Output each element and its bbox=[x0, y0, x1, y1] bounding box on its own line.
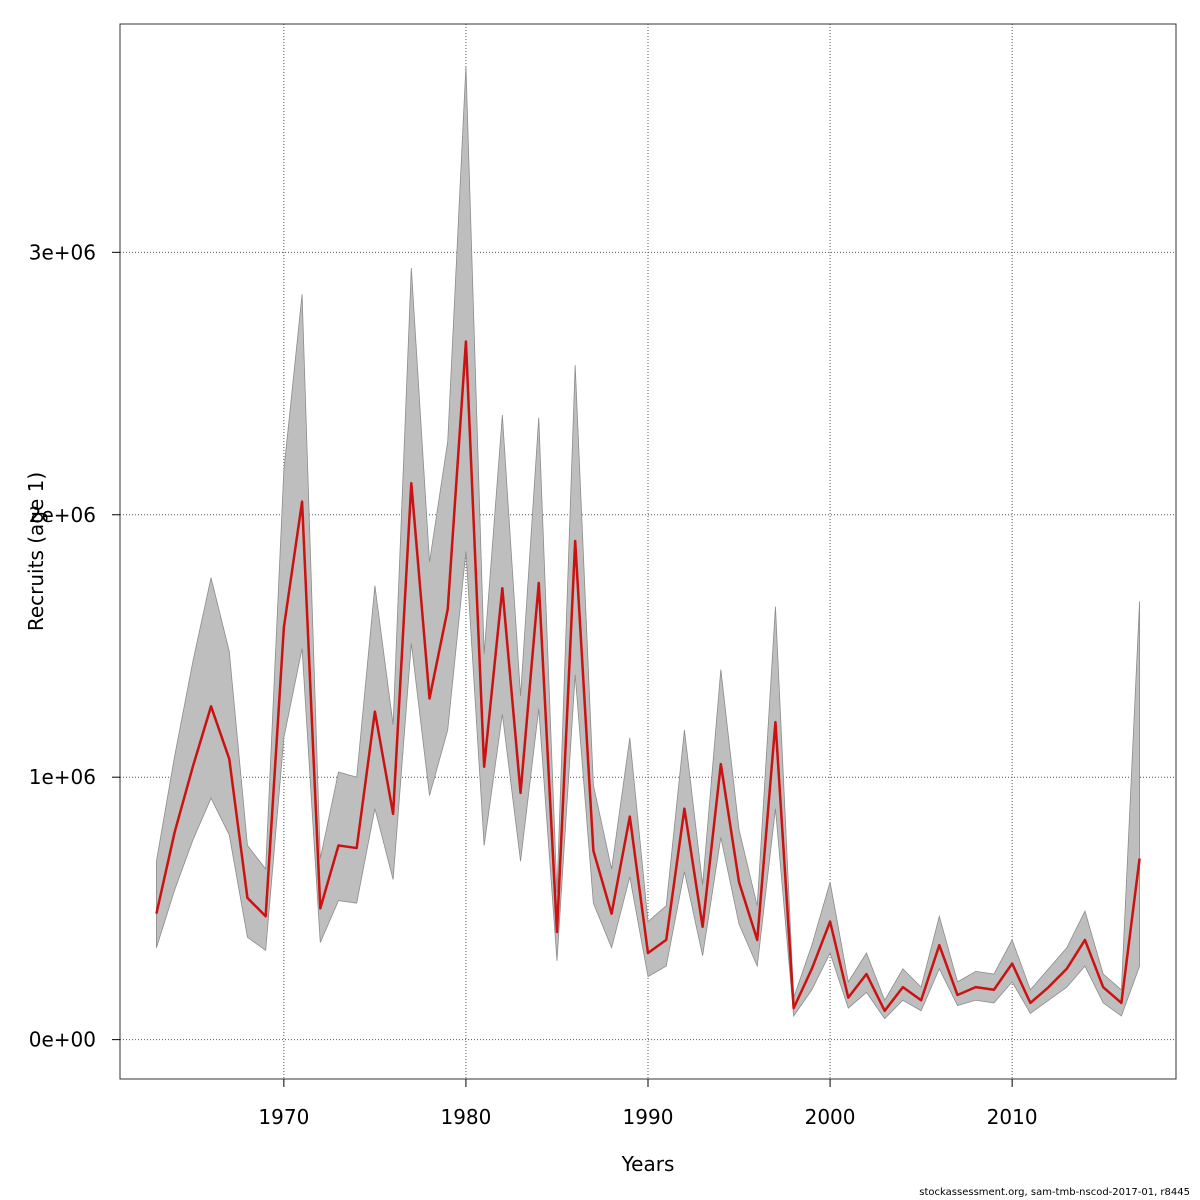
x-tick-label: 2010 bbox=[987, 1105, 1038, 1129]
x-axis: 1970 1980 1990 2000 2010 bbox=[258, 1079, 1038, 1129]
x-tick-label: 2000 bbox=[805, 1105, 856, 1129]
confidence-band-group bbox=[156, 65, 1140, 1020]
confidence-band bbox=[156, 65, 1140, 1020]
x-axis-title: Years bbox=[621, 1152, 675, 1176]
y-tick-label: 1e+06 bbox=[29, 765, 96, 789]
y-axis-title: Recruits (age 1) bbox=[24, 472, 48, 631]
estimate-line bbox=[155, 340, 1141, 1013]
x-tick-label: 1970 bbox=[258, 1105, 309, 1129]
y-tick-label: 2e+06 bbox=[29, 503, 96, 527]
y-tick-label: 0e+00 bbox=[29, 1028, 96, 1052]
x-tick-label: 1980 bbox=[440, 1105, 491, 1129]
estimate-line-group bbox=[155, 340, 1141, 1013]
y-tick-label: 3e+06 bbox=[29, 240, 96, 264]
footer-credit: stockassessment.org, sam-tmb-nscod-2017-… bbox=[919, 1187, 1190, 1198]
y-axis: 0e+00 1e+06 2e+06 3e+06 bbox=[29, 240, 120, 1052]
x-tick-label: 1990 bbox=[623, 1105, 674, 1129]
